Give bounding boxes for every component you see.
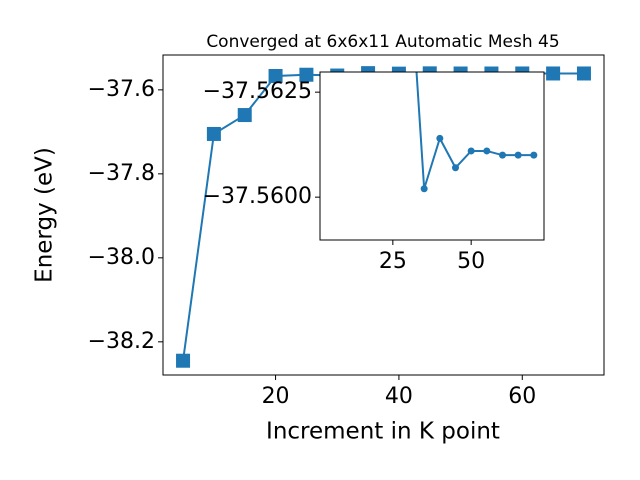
data-marker: [299, 67, 314, 82]
x-tick-label: 50: [457, 249, 485, 274]
axes-frame: [319, 71, 545, 241]
chart-title: Converged at 6x6x11 Automatic Mesh 45: [206, 32, 559, 52]
data-marker: [546, 66, 561, 81]
y-tick-label: −38.2: [88, 329, 155, 354]
y-tick-label: −37.8: [88, 161, 155, 186]
x-tick-label: 40: [385, 384, 413, 409]
series-group: [415, 72, 538, 193]
x-tick-label: 60: [508, 384, 536, 409]
y-tick-label: −37.6: [88, 77, 155, 102]
data-marker: [530, 151, 538, 159]
y-tick-label: −37.5625: [203, 79, 312, 104]
y-axis-label: Energy (eV): [32, 147, 58, 283]
data-marker: [498, 151, 506, 159]
y-tick-label: −38.0: [88, 245, 155, 270]
x-tick-label: 20: [262, 384, 290, 409]
data-marker: [436, 134, 444, 142]
data-marker: [576, 66, 591, 81]
data-marker: [268, 68, 283, 83]
data-marker: [514, 151, 522, 159]
data-marker: [467, 147, 475, 155]
data-marker: [176, 353, 191, 368]
data-marker: [420, 185, 428, 193]
data-marker: [483, 147, 491, 155]
y-tick-label: −37.5600: [203, 184, 312, 209]
axes-frame: [162, 54, 605, 376]
x-tick-label: 25: [379, 249, 407, 274]
data-marker: [237, 108, 252, 123]
data-marker: [206, 126, 221, 141]
data-marker: [451, 164, 459, 172]
x-axis-label: Increment in K point: [266, 419, 500, 445]
